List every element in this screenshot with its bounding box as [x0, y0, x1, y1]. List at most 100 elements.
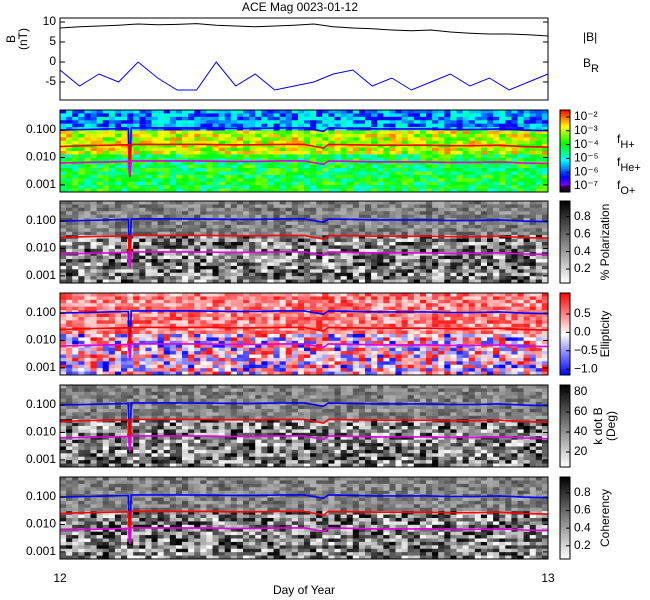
- spectrogram-cell: [419, 147, 427, 152]
- y-tick-label: 0.010: [26, 241, 56, 255]
- spectrogram-cell: [517, 110, 525, 114]
- spectrogram-cell: [163, 123, 171, 128]
- spectrogram-cell: [395, 178, 403, 183]
- spectrogram-cell: [334, 323, 342, 328]
- spectrogram-cell: [78, 171, 85, 176]
- spectrogram-cell: [236, 323, 244, 328]
- spectrogram-cell: [60, 113, 67, 118]
- spectrogram-cell: [96, 245, 104, 250]
- spectrogram-cell: [401, 245, 409, 250]
- spectrogram-cell: [90, 130, 98, 135]
- spectrogram-cell: [255, 204, 262, 209]
- spectrogram-cell: [157, 310, 165, 314]
- spectrogram-cell: [389, 221, 396, 226]
- spectrogram-cell: [389, 207, 396, 212]
- spectrogram-cell: [249, 242, 256, 246]
- spectrogram-cell: [493, 144, 500, 149]
- spectrogram-cell: [108, 303, 116, 308]
- spectrogram-cell: [218, 137, 226, 142]
- spectrogram-cell: [358, 137, 366, 142]
- spectrogram-cell: [352, 313, 360, 318]
- spectrogram-cell: [163, 306, 171, 311]
- spectrogram-cell: [78, 207, 85, 212]
- spectrogram-cell: [401, 323, 409, 328]
- spectrogram-cell: [78, 204, 85, 209]
- spectrogram-cell: [505, 130, 512, 135]
- spectrogram-cell: [200, 248, 207, 253]
- spectrogram-cell: [90, 116, 98, 121]
- spectrogram-cell: [474, 164, 482, 169]
- spectrogram-cell: [224, 110, 232, 114]
- spectrogram-cell: [358, 140, 366, 145]
- spectrogram-cell: [407, 120, 415, 125]
- colorbar-strip: [560, 229, 570, 233]
- spectrogram-cell: [114, 171, 122, 176]
- spectrogram-cell: [261, 299, 268, 304]
- spectrogram-cell: [389, 110, 396, 114]
- spectrogram-cell: [249, 188, 256, 193]
- spectrogram-cell: [133, 164, 140, 169]
- spectrogram-cell: [163, 279, 171, 284]
- spectrogram-cell: [108, 147, 116, 152]
- spectrogram-cell: [114, 272, 122, 277]
- spectrogram-cell: [255, 276, 262, 281]
- spectrogram-cell: [395, 293, 403, 297]
- spectrogram-cell: [145, 248, 152, 253]
- spectrogram-cell: [541, 272, 549, 277]
- spectrogram-cell: [108, 174, 116, 179]
- spectrogram-cell: [151, 140, 159, 145]
- spectrogram-cell: [182, 320, 189, 325]
- spectrogram-cell: [517, 221, 525, 226]
- spectrogram-cell: [389, 204, 396, 209]
- spectrogram-cell: [169, 252, 177, 257]
- spectrogram-cell: [377, 276, 384, 281]
- spectrogram-cell: [224, 316, 232, 321]
- spectrogram-cell: [450, 221, 457, 226]
- spectrogram-cell: [328, 116, 335, 121]
- spectrogram-cell: [145, 323, 152, 328]
- spectrogram-cell: [285, 303, 293, 308]
- spectrogram-cell: [432, 188, 439, 193]
- spectrogram-cell: [304, 123, 311, 128]
- spectrogram-cell: [169, 133, 177, 138]
- spectrogram-cell: [389, 224, 396, 229]
- spectrogram-cell: [456, 252, 464, 257]
- spectrogram-cell: [377, 181, 384, 186]
- spectrogram-cell: [304, 161, 311, 166]
- spectrogram-cell: [541, 330, 549, 335]
- spectrogram-cell: [297, 140, 305, 145]
- spectrogram-cell: [371, 137, 378, 142]
- spectrogram-cell: [236, 147, 244, 152]
- spectrogram-cell: [291, 221, 299, 226]
- spectrogram-cell: [340, 272, 348, 277]
- colorbar-strip: [560, 205, 570, 208]
- spectrogram-cell: [480, 214, 488, 219]
- spectrogram-cell: [236, 154, 244, 159]
- spectrogram-cell: [285, 164, 293, 169]
- spectrogram-cell: [243, 113, 250, 118]
- spectrogram-cell: [230, 255, 238, 260]
- spectrogram-cell: [468, 211, 476, 216]
- spectrogram-cell: [188, 316, 195, 321]
- spectrogram-cell: [66, 116, 73, 121]
- spectrogram-cell: [438, 147, 445, 152]
- spectrogram-cell: [200, 204, 207, 209]
- spectrogram-cell: [169, 178, 177, 183]
- spectrogram-cell: [285, 327, 293, 332]
- spectrogram-cell: [285, 320, 293, 325]
- spectrogram-cell: [163, 161, 171, 166]
- spectrogram-cell: [163, 327, 171, 332]
- spectrogram-cell: [438, 248, 445, 253]
- spectrogram-cell: [291, 137, 299, 142]
- spectrogram-cell: [60, 201, 67, 205]
- spectrogram-cell: [499, 262, 506, 267]
- spectrogram-cell: [480, 207, 488, 212]
- spectrogram-cell: [175, 178, 183, 183]
- spectrogram-cell: [145, 296, 152, 301]
- spectrogram-cell: [474, 299, 482, 304]
- spectrogram-cell: [90, 151, 98, 155]
- spectrogram-cell: [72, 164, 79, 169]
- spectrogram-cell: [297, 123, 305, 128]
- spectrogram-cell: [102, 255, 110, 260]
- spectrogram-cell: [145, 330, 152, 335]
